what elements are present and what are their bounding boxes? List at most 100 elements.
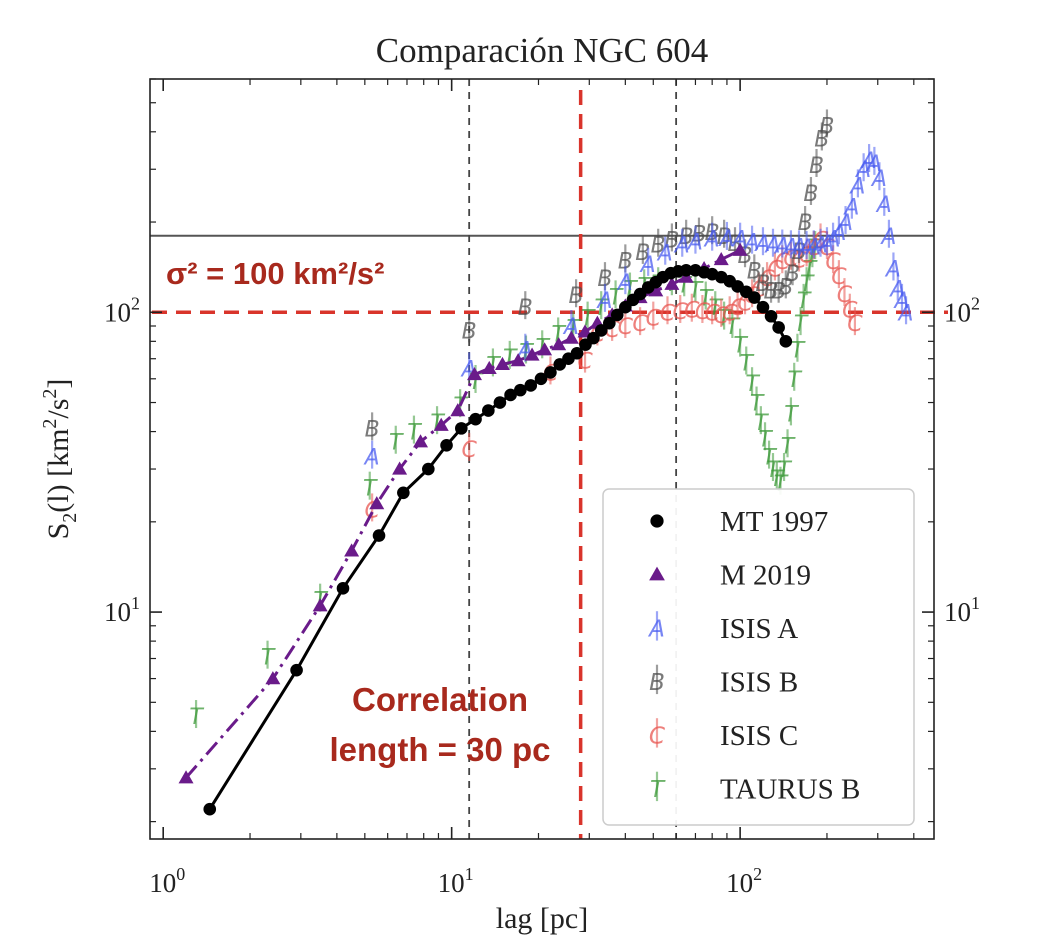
point-isis-a-14-letter: A bbox=[753, 232, 770, 257]
x-tick-label-0: 100 bbox=[149, 864, 185, 898]
point-isis-a-29: A bbox=[860, 144, 877, 174]
point-m-2019-16 bbox=[563, 330, 579, 344]
point-isis-b-2-letter: B bbox=[518, 296, 533, 321]
point-isis-c-16: C bbox=[730, 291, 746, 321]
point-isis-a-5-letter: A bbox=[616, 271, 633, 296]
point-isis-a-16-letter: A bbox=[773, 235, 790, 260]
point-mt-1997-1 bbox=[290, 663, 303, 677]
point-mt-1997-11 bbox=[504, 388, 517, 402]
point-isis-a-16: A bbox=[773, 229, 790, 260]
point-isis-b-8: B bbox=[664, 223, 679, 253]
point-isis-c-8-letter: C bbox=[646, 307, 662, 332]
point-m-2019-7 bbox=[433, 417, 449, 431]
point-m-2019-15 bbox=[551, 337, 567, 351]
point-isis-a-32: A bbox=[875, 187, 892, 218]
point-isis-b-19-letter: B bbox=[778, 275, 793, 300]
point-isis-a-31-letter: A bbox=[870, 167, 887, 192]
point-mt-1997-43 bbox=[772, 321, 785, 334]
point-taurus-b-41: T bbox=[787, 362, 802, 393]
legend-marker-isis-c: C bbox=[649, 718, 666, 749]
point-m-2019-12 bbox=[510, 353, 526, 367]
point-isis-a-25: A bbox=[836, 206, 853, 236]
point-mt-1997-0 bbox=[203, 802, 217, 816]
legend-label-isis-c: ISIS C bbox=[720, 720, 798, 752]
point-isis-c-12: C bbox=[695, 294, 711, 325]
point-isis-b-4-letter: B bbox=[597, 267, 612, 292]
right-y-tick-label-1: 102 bbox=[944, 293, 980, 327]
point-isis-c-30: C bbox=[831, 260, 847, 290]
point-mt-1997-20 bbox=[587, 331, 600, 345]
legend-marker-m-2019 bbox=[649, 566, 665, 581]
point-isis-c-13: C bbox=[704, 296, 720, 326]
point-isis-c-15-letter: C bbox=[722, 301, 738, 326]
point-m-2019-3 bbox=[344, 543, 360, 557]
point-taurus-b-40: T bbox=[784, 397, 799, 427]
legend-marker-isis-b: B bbox=[649, 664, 665, 696]
y-tick-label-0: 101 bbox=[104, 593, 140, 627]
point-isis-a-27: A bbox=[848, 169, 865, 199]
point-isis-a-18: A bbox=[789, 230, 807, 260]
point-taurus-b-0: T bbox=[189, 700, 204, 730]
point-isis-a-14: A bbox=[753, 227, 770, 257]
legend-marker-isis-a: A bbox=[647, 611, 665, 642]
point-isis-a-30: A bbox=[865, 146, 882, 177]
point-taurus-b-28-letter: T bbox=[733, 334, 748, 359]
point-isis-c-6: C bbox=[618, 309, 634, 340]
chart-title: Comparación NGC 604 bbox=[376, 31, 708, 70]
point-taurus-b-39: T bbox=[781, 429, 796, 459]
point-m-2019-2 bbox=[312, 598, 328, 612]
point-isis-a-15-letter: A bbox=[763, 234, 780, 259]
point-m-2019-8 bbox=[450, 403, 466, 417]
point-m-2019-27 bbox=[732, 242, 748, 256]
point-taurus-b-45-letter: T bbox=[800, 272, 815, 297]
point-isis-c-16-letter: C bbox=[730, 296, 746, 321]
point-isis-b-18-letter: B bbox=[771, 280, 786, 305]
point-mt-1997-44 bbox=[779, 335, 793, 348]
legend-marker-isis-c-letter: C bbox=[649, 723, 666, 749]
series-mt-1997 bbox=[203, 264, 793, 816]
point-mt-1997-8 bbox=[469, 412, 482, 426]
point-isis-a-33: A bbox=[879, 219, 896, 250]
point-taurus-b-29: T bbox=[740, 346, 755, 376]
point-isis-a-37: A bbox=[897, 296, 914, 326]
point-m-2019-23 bbox=[664, 276, 680, 290]
point-m-2019-22 bbox=[648, 283, 664, 297]
point-taurus-b-38-letter: T bbox=[777, 458, 792, 483]
point-isis-a-19-letter: A bbox=[797, 236, 814, 261]
point-mt-1997-4 bbox=[397, 486, 410, 500]
point-isis-a-18-letter: A bbox=[789, 235, 806, 260]
point-isis-c-11-letter: C bbox=[684, 299, 700, 324]
point-isis-c-33-letter: C bbox=[847, 312, 863, 337]
point-isis-b-6: B bbox=[635, 235, 650, 266]
point-mt-1997-40 bbox=[748, 291, 761, 304]
point-isis-b-19: B bbox=[778, 270, 793, 300]
point-isis-b-6-letter: B bbox=[635, 241, 650, 266]
point-taurus-b-0-letter: T bbox=[189, 705, 204, 730]
point-isis-c-1: C bbox=[461, 432, 477, 463]
point-mt-1997-9 bbox=[482, 404, 495, 417]
point-mt-1997-6 bbox=[440, 438, 453, 452]
point-isis-c-7: C bbox=[632, 307, 648, 337]
correlation-annotation-line2: length = 30 pc bbox=[330, 731, 551, 768]
point-m-2019-6 bbox=[413, 434, 429, 448]
point-isis-c-15: C bbox=[722, 296, 738, 326]
point-isis-b-16: B bbox=[755, 267, 771, 297]
point-isis-c-1-letter: C bbox=[461, 438, 477, 463]
point-isis-a-6-letter: A bbox=[639, 253, 656, 278]
point-isis-b-17: B bbox=[764, 274, 779, 305]
point-taurus-b-38: T bbox=[777, 453, 792, 483]
point-isis-a-30-letter: A bbox=[865, 152, 882, 177]
point-isis-a-7-letter: A bbox=[656, 242, 673, 267]
point-isis-a-28-letter: A bbox=[854, 158, 871, 183]
point-taurus-b-3: T bbox=[363, 471, 378, 502]
point-isis-a-4-letter: A bbox=[595, 289, 612, 314]
point-isis-a-24-letter: A bbox=[829, 221, 846, 246]
point-isis-a-27-letter: A bbox=[848, 174, 865, 199]
point-isis-a-13-letter: A bbox=[743, 231, 760, 256]
point-isis-a-17: A bbox=[781, 230, 798, 260]
point-mt-1997-12 bbox=[514, 383, 527, 397]
point-isis-b-20: B bbox=[785, 257, 800, 287]
point-isis-a-4: A bbox=[595, 283, 613, 314]
point-m-2019-14 bbox=[537, 342, 553, 356]
